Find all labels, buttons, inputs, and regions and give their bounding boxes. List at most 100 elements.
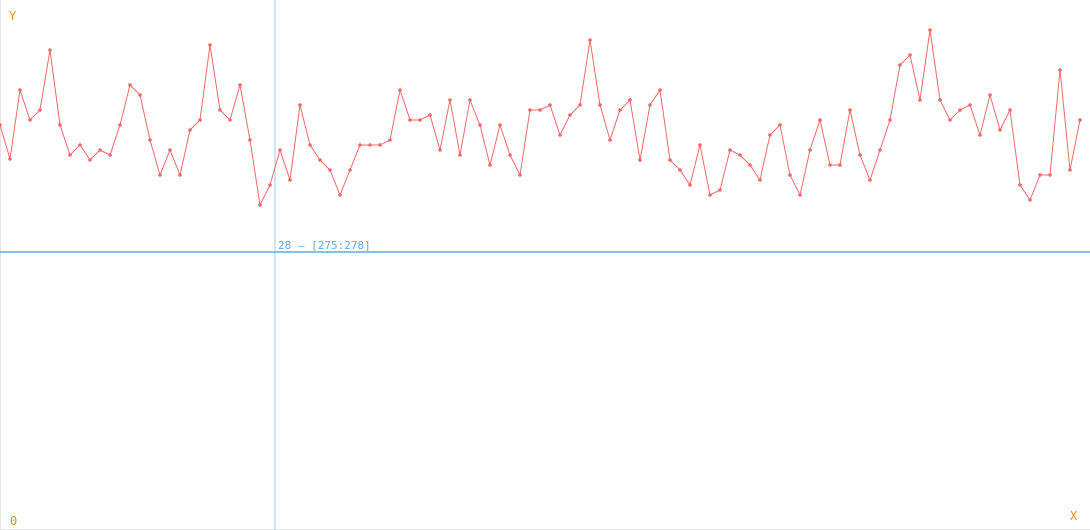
data-point xyxy=(668,158,672,162)
data-point xyxy=(98,148,102,152)
data-point xyxy=(618,108,622,112)
data-point xyxy=(388,138,392,142)
data-point xyxy=(298,103,302,107)
data-point xyxy=(68,153,72,157)
data-point xyxy=(728,148,732,152)
data-point xyxy=(1038,173,1042,177)
data-point xyxy=(718,188,722,192)
data-point xyxy=(198,118,202,122)
y-axis-label: Y xyxy=(9,9,17,23)
data-point xyxy=(1058,68,1062,72)
data-point xyxy=(778,123,782,127)
data-point xyxy=(458,153,462,157)
data-point xyxy=(208,43,212,47)
data-point xyxy=(448,98,452,102)
data-point xyxy=(968,103,972,107)
data-point xyxy=(278,148,282,152)
series-points xyxy=(0,28,1082,207)
data-point xyxy=(838,163,842,167)
data-point xyxy=(878,148,882,152)
data-point xyxy=(798,193,802,197)
data-point xyxy=(378,143,382,147)
data-point xyxy=(558,133,562,137)
data-point xyxy=(168,148,172,152)
data-point xyxy=(398,88,402,92)
data-point xyxy=(628,98,632,102)
data-point xyxy=(998,128,1002,132)
data-point xyxy=(478,123,482,127)
data-point xyxy=(0,123,2,127)
data-point xyxy=(648,103,652,107)
data-point xyxy=(508,153,512,157)
data-point xyxy=(338,193,342,197)
data-point xyxy=(188,128,192,132)
data-point xyxy=(888,118,892,122)
series-line xyxy=(0,29,1081,207)
data-point xyxy=(218,108,222,112)
crosshair-readout: 28 – [275:278] xyxy=(278,239,371,252)
data-point xyxy=(38,108,42,112)
data-point xyxy=(588,38,592,42)
data-point xyxy=(538,108,542,112)
data-point xyxy=(228,118,232,122)
data-point xyxy=(8,157,12,161)
data-point xyxy=(48,48,52,52)
data-point xyxy=(738,153,742,157)
origin-label: 0 xyxy=(10,514,17,528)
data-point xyxy=(918,98,922,102)
data-point xyxy=(178,173,182,177)
data-point xyxy=(638,158,642,162)
data-point xyxy=(128,83,132,87)
data-point xyxy=(468,98,472,102)
data-point xyxy=(308,143,312,147)
data-point xyxy=(658,88,662,92)
data-point xyxy=(238,83,242,87)
x-axis-label: X xyxy=(1070,509,1078,523)
data-point xyxy=(908,53,912,57)
data-point xyxy=(688,183,692,187)
data-point xyxy=(428,113,432,117)
data-point xyxy=(568,113,572,117)
data-point xyxy=(938,98,942,102)
data-point xyxy=(1018,183,1022,187)
data-point xyxy=(958,108,962,112)
data-point xyxy=(988,93,992,97)
data-point xyxy=(498,123,502,127)
data-point xyxy=(748,163,752,167)
data-point xyxy=(858,153,862,157)
data-point xyxy=(318,158,322,162)
data-point xyxy=(18,88,22,92)
data-point xyxy=(248,138,252,142)
data-point xyxy=(148,138,152,142)
data-point xyxy=(948,118,952,122)
data-point xyxy=(1028,198,1032,202)
data-point xyxy=(268,183,272,187)
data-point xyxy=(548,103,552,107)
data-point xyxy=(328,168,332,172)
data-point xyxy=(108,153,112,157)
data-point xyxy=(978,133,982,137)
data-point xyxy=(78,143,82,147)
data-point xyxy=(1078,118,1082,122)
data-point xyxy=(408,118,412,122)
data-point xyxy=(828,163,832,167)
data-point xyxy=(808,148,812,152)
data-point xyxy=(438,148,442,152)
data-point xyxy=(848,108,852,112)
data-point xyxy=(1048,173,1052,177)
data-point xyxy=(898,63,902,67)
data-point xyxy=(578,103,582,107)
data-point xyxy=(418,118,422,122)
data-point xyxy=(488,163,492,167)
data-point xyxy=(1068,168,1072,172)
data-point xyxy=(768,133,772,137)
data-point xyxy=(518,173,522,177)
data-point xyxy=(358,143,362,147)
data-point xyxy=(288,178,292,182)
data-point xyxy=(928,28,932,32)
data-point xyxy=(608,138,612,142)
data-point xyxy=(158,173,162,177)
data-point xyxy=(758,178,762,182)
data-point xyxy=(868,178,872,182)
